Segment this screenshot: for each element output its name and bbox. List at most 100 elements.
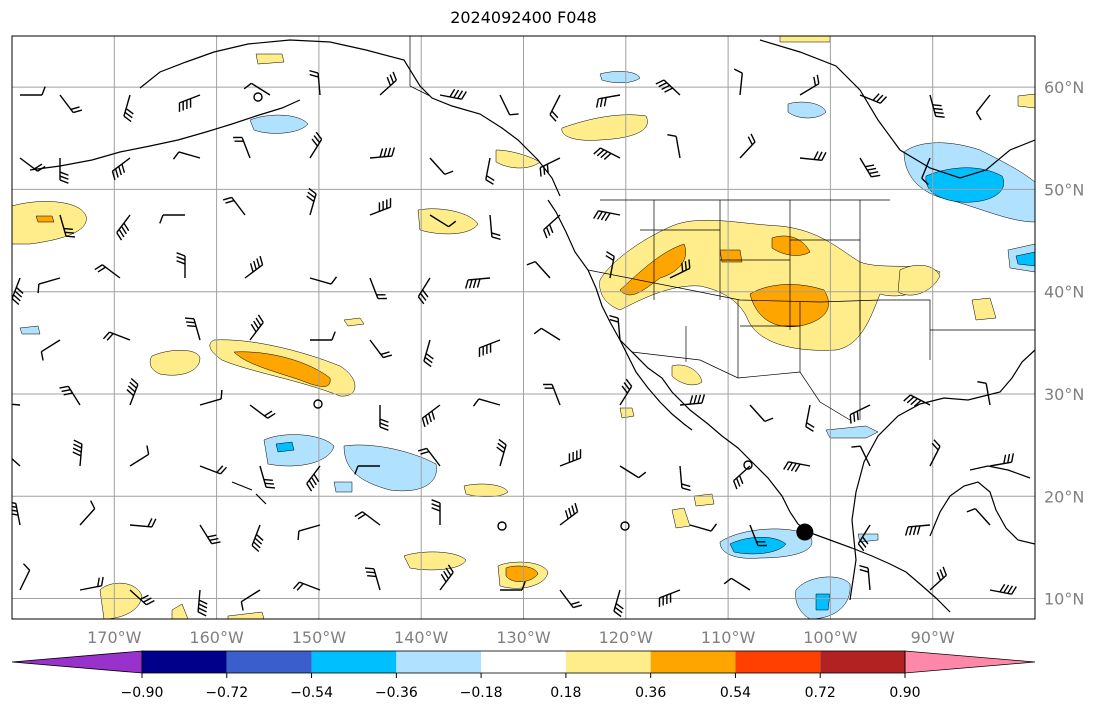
anomaly-contour-pos2 <box>719 249 743 263</box>
colorbar-frame <box>141 650 906 674</box>
wind-barb-flag <box>932 104 942 107</box>
wind-barb-flag <box>12 298 20 306</box>
wind-barb-flag <box>871 174 881 178</box>
wind-barb <box>429 214 450 228</box>
wind-barb-flag <box>912 526 917 536</box>
wind-barb-flag <box>97 266 106 273</box>
wind-barb-flag <box>296 583 304 591</box>
wind-barb-flag <box>593 147 601 155</box>
wind-barb-flag <box>684 261 687 271</box>
colorbar-segment <box>481 651 566 673</box>
wind-barb <box>250 82 271 96</box>
colorbar-segment <box>311 651 397 673</box>
wind-barb-flag <box>1011 586 1017 595</box>
anomaly-contour-neg1 <box>599 71 641 83</box>
wind-barb-flag <box>379 148 384 158</box>
wind-barb-flag <box>491 236 501 241</box>
wind-barb <box>199 398 222 406</box>
wind-barb-flag <box>243 82 252 90</box>
wind-barb-flag <box>308 480 315 489</box>
colorbar-extend-high <box>904 650 1036 674</box>
wind-barb-flag <box>472 279 477 289</box>
wind-barb-flag <box>545 226 551 236</box>
calm-wind-circle <box>743 460 753 470</box>
wind-barb <box>309 277 332 285</box>
wind-barb-flag <box>486 175 495 182</box>
wind-barb <box>749 404 766 422</box>
wind-barb-flag <box>383 354 393 359</box>
wind-barb-flag <box>497 442 506 450</box>
wind-barb-flag <box>151 518 157 528</box>
wind-barb-flag <box>1010 453 1015 463</box>
wind-barb-flag <box>59 179 69 184</box>
wind-barb-flag <box>431 410 436 420</box>
colorbar-tick-label: −0.90 <box>121 685 164 701</box>
wind-barb-flag <box>667 133 677 138</box>
wind-barb-flag <box>0 403 2 411</box>
anomaly-contour-pos1 <box>671 364 703 386</box>
coastlines <box>29 39 1035 613</box>
wind-barb-flag <box>176 256 186 261</box>
wind-barb-flag <box>1007 585 1014 594</box>
wind-barb-flag <box>908 526 913 536</box>
anomaly-contour-pos1 <box>171 603 189 619</box>
wind-barb-flag <box>942 566 948 576</box>
colorbar-tick-label: −0.36 <box>375 685 418 701</box>
wind-barb-flag <box>603 97 607 107</box>
wind-barb-flag <box>689 395 694 405</box>
wind-barb <box>730 577 751 591</box>
wind-barb-flag <box>216 465 224 473</box>
wind-barb-flag <box>310 476 317 486</box>
wind-barb-flag <box>127 385 136 393</box>
wind-barb-flag <box>425 352 434 360</box>
wind-barb-flag <box>187 325 197 328</box>
calm-wind-circle <box>313 399 323 409</box>
wind-barb-flag <box>309 69 319 74</box>
wind-barb-flag <box>816 74 820 84</box>
wind-barb-flag <box>114 168 119 178</box>
anomaly-contour-pos1 <box>897 264 941 296</box>
wind-barb-flag <box>13 294 21 302</box>
lon-tick-label: 100°W <box>803 628 858 647</box>
lon-tick-label: 160°W <box>189 628 244 647</box>
wind-barb-flag <box>790 462 797 472</box>
colorbar-tick-label: 0.72 <box>805 685 836 701</box>
wind-barb-flag <box>546 164 549 174</box>
anomaly-contour-pos1 <box>693 493 715 507</box>
lat-tick-label: 60°N <box>1044 78 1084 97</box>
wind-barb-flag <box>723 577 732 585</box>
longitude-labels: 170°W 160°W 150°W 140°W 130°W 120°W 110°W 100°W… <box>87 628 955 647</box>
wind-barb-flag <box>264 482 274 485</box>
wind-barb-flag <box>549 114 557 122</box>
colorbar: −0.90 −0.72 −0.54 −0.36 −0.18 0.18 0.36 0.54 0.7… <box>11 650 1036 701</box>
wind-barb-flag <box>464 279 469 289</box>
wind-barb <box>12 457 21 467</box>
calm-wind-circle <box>620 521 630 531</box>
wind-barb-flag <box>129 381 137 389</box>
lat-tick-label: 30°N <box>1044 385 1084 404</box>
wind-barb-flag <box>146 445 150 455</box>
political-borders <box>409 36 1035 421</box>
wind-barb-flag <box>448 220 457 228</box>
wind-barb-flag <box>207 534 217 538</box>
wind-barb-flag <box>849 414 852 424</box>
wind-barb-flag <box>59 171 69 176</box>
map-frame <box>11 35 1036 620</box>
wind-barb-flag <box>111 171 116 181</box>
colorbar-tick-label: −0.18 <box>460 685 503 701</box>
map-panel <box>0 36 1035 619</box>
anomaly-contour-neg2 <box>925 167 1004 203</box>
wind-barb-flag <box>421 418 426 428</box>
wind-barb-flag <box>263 478 273 481</box>
wind-barb-flag <box>159 214 164 224</box>
wind-barb-flag <box>733 68 743 74</box>
wind-barb-flag <box>121 163 126 173</box>
wind-barb-flag <box>309 73 319 78</box>
wind-barb-flag <box>143 597 152 603</box>
lat-tick-label: 10°N <box>1044 590 1084 609</box>
wind-barb-flag <box>176 260 186 265</box>
wind-barb <box>12 403 21 406</box>
map-gridlines <box>12 36 1035 619</box>
wind-barb-flag <box>681 262 684 272</box>
